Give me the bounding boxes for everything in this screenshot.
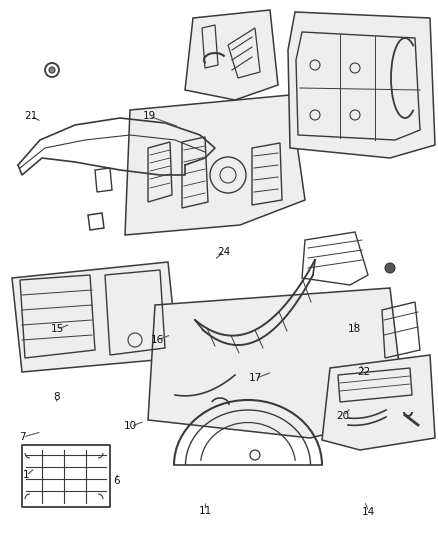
Circle shape (384, 263, 394, 273)
Text: 16: 16 (150, 335, 163, 345)
Text: 6: 6 (113, 476, 120, 486)
Circle shape (49, 67, 55, 73)
Polygon shape (148, 288, 404, 438)
Text: 14: 14 (361, 507, 374, 516)
Polygon shape (321, 355, 434, 450)
Text: 21: 21 (24, 111, 37, 121)
Text: 10: 10 (124, 422, 137, 431)
Text: 8: 8 (53, 392, 60, 402)
Polygon shape (287, 12, 434, 158)
Polygon shape (125, 95, 304, 235)
Polygon shape (184, 10, 277, 100)
Text: 15: 15 (50, 325, 64, 334)
Text: 11: 11 (198, 506, 212, 515)
Text: 20: 20 (336, 411, 349, 421)
Polygon shape (12, 262, 177, 372)
Text: 22: 22 (357, 367, 370, 377)
Text: 19: 19 (142, 111, 155, 121)
Text: 7: 7 (19, 432, 26, 442)
Text: 1: 1 (23, 471, 30, 480)
Text: 24: 24 (217, 247, 230, 256)
Text: 17: 17 (248, 374, 261, 383)
Bar (22, 445, 110, 507)
Text: 18: 18 (347, 325, 360, 334)
